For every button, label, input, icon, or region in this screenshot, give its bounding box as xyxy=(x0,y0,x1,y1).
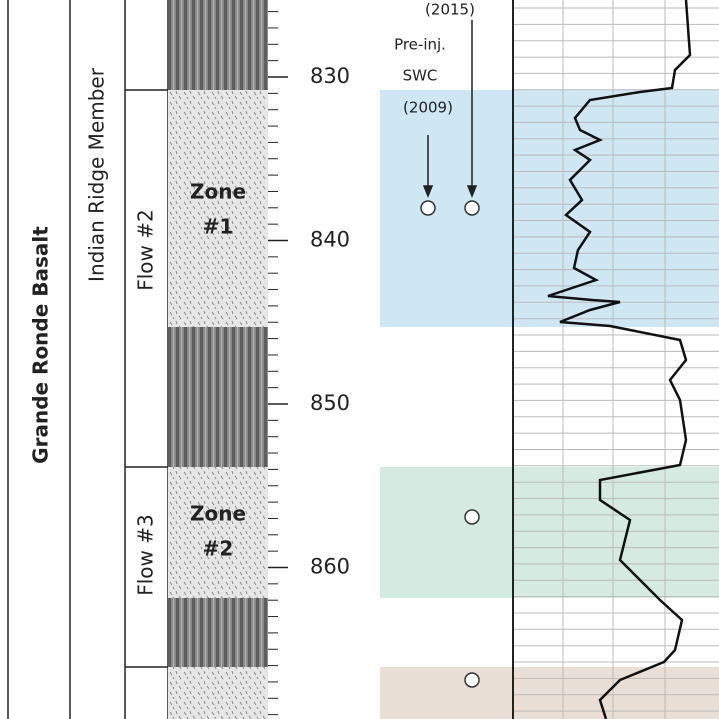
lithology-massive xyxy=(168,327,268,467)
depth-axis: 830 840 850 860 xyxy=(268,11,350,716)
lithology-massive xyxy=(168,598,268,667)
flow-label: Flow #2 xyxy=(134,209,158,291)
annotation: SWC xyxy=(403,67,438,85)
lithology-vesicular xyxy=(168,90,268,327)
zone-band xyxy=(380,90,719,327)
lithology-vesicular xyxy=(168,467,268,598)
zone-label: #1 xyxy=(203,215,234,239)
zone-band xyxy=(380,467,719,598)
depth-label: 860 xyxy=(310,555,350,579)
zone-label: Zone xyxy=(190,502,246,526)
log-curve xyxy=(547,0,692,719)
depth-label: 830 xyxy=(310,64,350,88)
formation-label: Grande Ronde Basalt xyxy=(29,226,53,464)
zone-label: Zone xyxy=(190,180,246,204)
log-grid xyxy=(513,0,719,719)
annotation: (2009) xyxy=(403,99,453,117)
lithology-massive xyxy=(168,0,268,90)
sample-points xyxy=(420,200,480,688)
lithology-vesicular xyxy=(168,667,268,719)
member-label: Indian Ridge Member xyxy=(85,67,109,282)
zone-label: #2 xyxy=(203,537,234,561)
annotation: Pre-inj. xyxy=(394,36,446,54)
arrows xyxy=(422,20,478,199)
annotation: (2015) xyxy=(425,1,475,19)
depth-label: 840 xyxy=(310,228,350,252)
flow-label: Flow #3 xyxy=(134,514,158,596)
zone-band xyxy=(380,667,719,719)
depth-label: 850 xyxy=(310,391,350,415)
